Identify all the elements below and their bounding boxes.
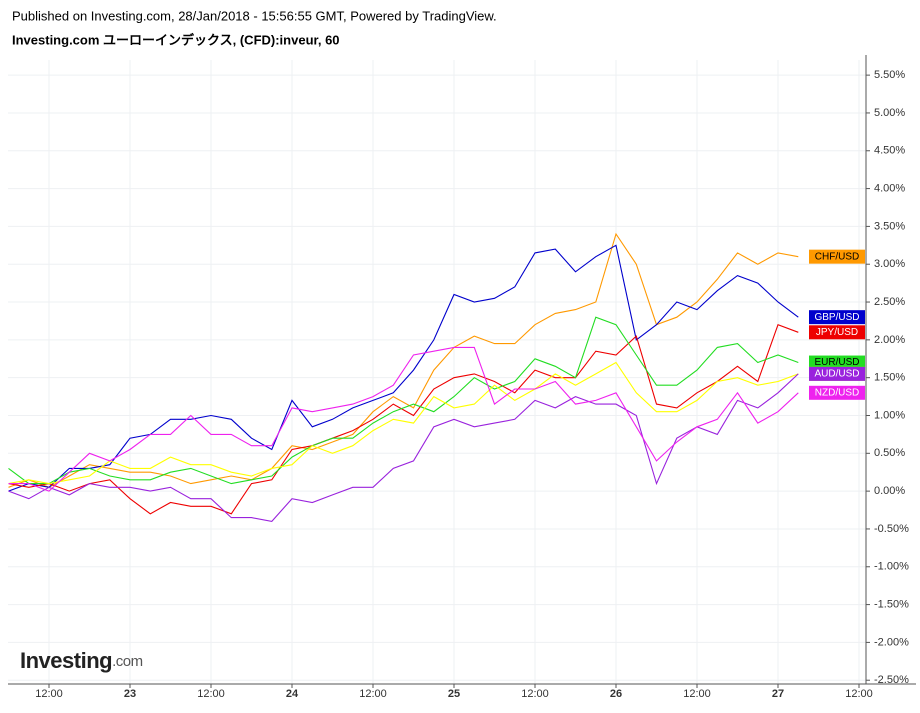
y-tick-label: 1.50% [874,372,905,384]
x-tick-label: 12:00 [845,688,873,700]
series-line [8,232,799,488]
x-tick-label: 12:00 [197,688,225,700]
y-tick-label: 0.00% [874,485,905,497]
series-line [8,373,799,522]
chart-title: Investing.com ユーローインデックス, (CFD):inveur, … [12,32,340,47]
y-tick-label: -2.00% [874,636,909,648]
legend-label: AUD/USD [814,369,859,380]
x-tick-label: 23 [124,688,136,700]
series-line [8,346,799,492]
series-line [8,244,799,492]
y-tick-label: -1.50% [874,598,909,610]
legend-box [809,325,865,340]
x-tick-label: 12:00 [35,688,63,700]
x-tick-label: 12:00 [359,688,387,700]
legend-label: NZD/USD [815,387,859,398]
x-tick-label: 27 [772,688,784,700]
plot: -2.50% -2.00% -1.50% -1.00% -0.50% 0.00% 0.50%… [8,55,916,700]
series-line [8,316,799,485]
legend-box [809,249,865,264]
y-tick-label: 5.00% [874,107,905,119]
published-note: Published on Investing.com, 28/Jan/2018 … [12,8,497,23]
y-tick-label: -1.00% [874,561,909,573]
legend-label: EUR/USD [814,357,859,368]
series-line [8,361,799,485]
y-tick-label: 2.50% [874,296,905,308]
legend-box [809,385,865,400]
x-tick-label: 24 [286,688,299,700]
x-tick-label: 12:00 [521,688,549,700]
legend-box [809,355,865,370]
y-tick-label: 1.00% [874,409,905,421]
watermark-suffix: .com [112,653,143,670]
y-tick-label: 4.00% [874,182,905,194]
x-tick-label: 25 [448,688,460,700]
y-tick-label: -2.50% [874,674,909,686]
legend-box [809,366,865,381]
series-line [8,323,799,515]
y-tick-label: 5.50% [874,69,905,81]
x-tick-label: 26 [610,688,622,700]
y-tick-label: 2.00% [874,334,905,346]
watermark-brand: Investing [20,648,112,673]
y-tick-label: 0.50% [874,447,905,459]
legend-label: JPY/USD [816,327,858,338]
legend-label: CHF/USD [815,251,859,262]
legend-box [809,310,865,325]
y-tick-label: -0.50% [874,523,909,535]
y-tick-label: 3.00% [874,258,905,270]
legend-label: GBP/USD [814,312,859,323]
x-tick-label: 12:00 [683,688,711,700]
y-tick-label: 3.50% [874,220,905,232]
y-tick-label: 4.50% [874,145,905,157]
watermark: Investing.com [20,648,143,673]
